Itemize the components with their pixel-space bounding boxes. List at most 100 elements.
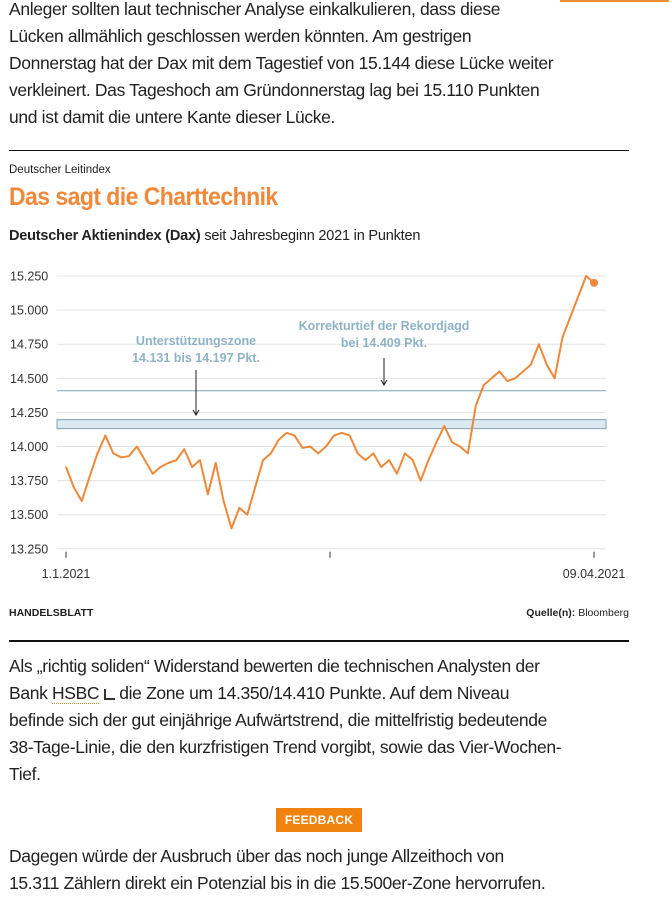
data-point — [396, 472, 398, 475]
feedback-button[interactable]: FEEDBACK — [276, 808, 362, 832]
data-point — [120, 456, 122, 459]
data-point — [577, 295, 580, 298]
data-point — [364, 459, 367, 461]
data-point — [522, 370, 524, 373]
paragraph-line: 38-Tage-Linie, die den kurzfristigen Tre… — [9, 737, 562, 757]
data-point — [419, 479, 422, 482]
x-tick-label: 1.1.2021 — [42, 567, 91, 581]
y-tick-label: 14.000 — [10, 440, 48, 454]
text: Bank — [9, 683, 52, 703]
arrow-head-icon — [192, 409, 200, 416]
data-point — [427, 459, 430, 461]
data-point — [553, 377, 556, 380]
support-zone-band — [56, 419, 607, 430]
data-point — [498, 370, 501, 373]
data-point — [506, 380, 509, 382]
annotation-label: bei 14.409 Pkt. — [341, 336, 427, 350]
data-point — [246, 513, 249, 516]
paragraph-line: Dagegen würde der Ausbruch über das noch… — [9, 846, 504, 866]
data-point — [561, 336, 564, 339]
data-point — [569, 316, 572, 318]
chart-brand: HANDELSBLATT — [9, 607, 94, 619]
chart-subtitle-bold: Deutscher Aktienindex (Dax) — [9, 228, 201, 244]
data-point — [238, 507, 241, 509]
paragraph-line: befinde sich der gut einjährige Aufwärts… — [9, 710, 547, 730]
data-point — [372, 452, 375, 455]
paragraph-line: Lücken allmählich geschlossen werden kön… — [9, 26, 472, 46]
y-tick-label: 13.750 — [10, 474, 48, 488]
data-point — [333, 434, 335, 437]
data-point — [222, 500, 225, 502]
data-point — [88, 475, 91, 478]
data-point — [191, 466, 193, 468]
data-point — [404, 452, 406, 455]
data-point — [490, 377, 493, 380]
last-value-marker — [590, 278, 598, 287]
chart-top-divider — [9, 150, 629, 151]
y-tick-label: 15.000 — [10, 304, 48, 318]
chart-subtitle: Deutscher Aktienindex (Dax) seit Jahresb… — [9, 228, 420, 244]
data-point — [356, 452, 359, 455]
paragraph-line: Donnerstag hat der Dax mit dem Tagestief… — [9, 53, 554, 73]
paragraph-line: und ist damit die untere Kante dieser Lü… — [9, 107, 336, 127]
dax-series-line — [65, 275, 595, 530]
x-tick-label: 09.04.2021 — [563, 567, 626, 581]
data-point — [293, 434, 296, 437]
data-point — [467, 452, 469, 455]
data-point — [538, 343, 540, 345]
data-point — [80, 500, 83, 502]
data-point — [348, 434, 351, 437]
data-point — [254, 486, 256, 489]
data-point — [262, 459, 264, 461]
dax-line-chart: 13.250 13.500 13.750 14.000 14.250 14.500 14.7… — [10, 270, 626, 581]
data-point — [159, 466, 162, 468]
data-point — [388, 459, 390, 461]
source-value: Bloomberg — [575, 607, 629, 619]
data-point — [585, 275, 587, 277]
chart-title: Das sagt die Charttechnik — [9, 183, 278, 211]
chart-bottom-divider — [9, 640, 629, 642]
top-accent-bar — [560, 0, 669, 2]
data-point — [325, 445, 327, 448]
data-point — [482, 384, 485, 386]
data-point — [435, 441, 438, 444]
paragraph-line: verkleinert. Das Tageshoch am Gründonner… — [9, 80, 540, 100]
annotation-label: Unterstützungszone — [136, 334, 256, 348]
data-point — [73, 486, 75, 489]
paragraph-line: Anleger sollten laut technischer Analyse… — [9, 0, 501, 19]
data-point — [474, 404, 477, 407]
data-point — [199, 459, 201, 461]
paragraph-line: Bank HSBC die Zone um 14.350/14.410 Punk… — [9, 683, 509, 704]
data-point — [301, 447, 304, 449]
data-point — [317, 452, 319, 455]
data-point — [545, 363, 548, 366]
data-point — [443, 425, 446, 427]
paragraph-line: 15.311 Zählern direkt ein Potenzial bis … — [9, 873, 546, 893]
chart-source: Quelle(n): Bloomberg — [526, 607, 629, 619]
chart-icon[interactable] — [103, 689, 115, 700]
data-point — [451, 441, 453, 444]
data-point — [230, 527, 233, 530]
data-point — [151, 472, 154, 475]
data-point — [459, 445, 461, 448]
y-tick-label: 14.500 — [10, 372, 48, 386]
data-point — [214, 462, 217, 464]
data-point — [96, 452, 99, 455]
data-point — [285, 432, 288, 434]
text: die Zone um 14.350/14.410 Punkte. Auf de… — [114, 683, 510, 703]
data-point — [128, 455, 130, 457]
data-point — [175, 459, 178, 461]
y-tick-label: 14.750 — [10, 338, 48, 352]
y-tick-label: 13.500 — [10, 508, 48, 522]
y-tick-label: 13.250 — [10, 542, 48, 556]
chart-subtitle-rest: seit Jahresbeginn 2021 in Punkten — [200, 228, 421, 244]
data-point — [183, 448, 186, 451]
data-point — [270, 452, 272, 455]
annotation-label: Korrekturtief der Rekordjagd — [299, 319, 470, 333]
data-point — [207, 493, 209, 496]
data-point — [144, 459, 146, 461]
hsbc-link[interactable]: HSBC — [52, 683, 100, 704]
paragraph-line: Tief. — [9, 764, 41, 784]
data-point — [112, 452, 115, 455]
paragraph-line: Als „richtig soliden“ Widerstand bewerte… — [9, 656, 540, 676]
